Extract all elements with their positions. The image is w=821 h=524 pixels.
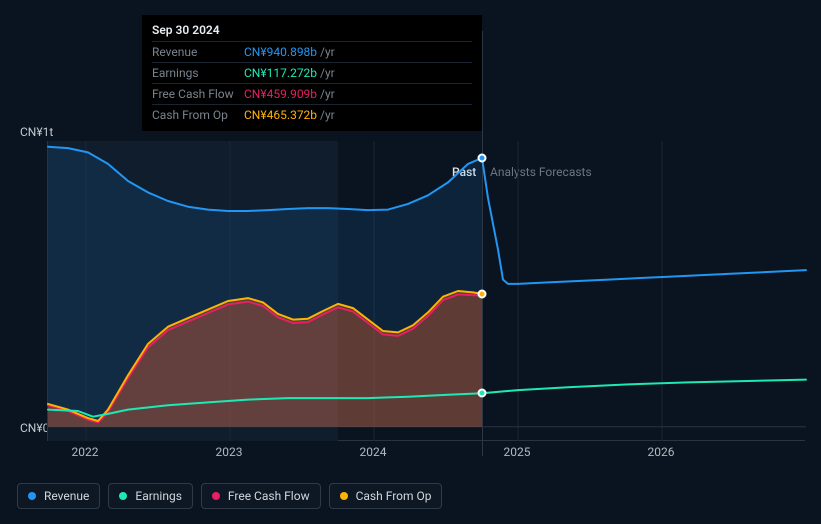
y-axis-top-label: CN¥1t [20, 125, 53, 139]
legend-item-free-cash-flow[interactable]: Free Cash Flow [201, 483, 321, 509]
tooltip-row-label: Earnings [152, 66, 244, 80]
tooltip-row: RevenueCN¥940.898b/yr [152, 41, 472, 62]
legend-item-cash-from-op[interactable]: Cash From Op [329, 483, 443, 509]
legend-dot-icon [340, 492, 348, 500]
chart-svg [48, 141, 806, 441]
tooltip-row-unit: /yr [320, 108, 335, 122]
chart-tooltip: Sep 30 2024 RevenueCN¥940.898b/yrEarning… [142, 15, 482, 131]
x-axis-tick: 2024 [360, 445, 387, 459]
series-marker [478, 289, 487, 298]
tooltip-row-unit: /yr [320, 66, 335, 80]
tooltip-row-value: CN¥117.272b [244, 66, 317, 80]
legend-label: Earnings [135, 489, 182, 503]
x-axis-tick: 2022 [72, 445, 99, 459]
legend-item-earnings[interactable]: Earnings [108, 483, 193, 509]
series-marker [478, 153, 487, 162]
x-axis-tick: 2026 [648, 445, 675, 459]
series-marker [478, 389, 487, 398]
plot-area[interactable]: Past Analysts Forecasts [47, 141, 805, 441]
chart-legend: Revenue Earnings Free Cash Flow Cash From O… [17, 483, 442, 509]
legend-label: Cash From Op [356, 489, 432, 503]
tooltip-row-value: CN¥465.372b [244, 108, 317, 122]
legend-label: Revenue [44, 489, 89, 503]
revenue-earnings-chart: CN¥1t CN¥0 Past Analysts Forecasts 20222… [17, 125, 805, 455]
x-axis-tick: 2023 [216, 445, 243, 459]
tooltip-row-unit: /yr [320, 87, 335, 101]
legend-dot-icon [28, 492, 36, 500]
tooltip-date: Sep 30 2024 [152, 23, 472, 37]
x-axis-tick: 2025 [504, 445, 531, 459]
legend-label: Free Cash Flow [228, 489, 310, 503]
y-axis-zero-label: CN¥0 [20, 421, 49, 435]
tooltip-row: Free Cash FlowCN¥459.909b/yr [152, 83, 472, 104]
tooltip-row: Cash From OpCN¥465.372b/yr [152, 104, 472, 125]
tooltip-row-value: CN¥940.898b [244, 45, 317, 59]
tooltip-row-label: Cash From Op [152, 108, 244, 122]
tooltip-row-label: Free Cash Flow [152, 87, 244, 101]
tooltip-row-unit: /yr [320, 45, 335, 59]
legend-item-revenue[interactable]: Revenue [17, 483, 100, 509]
tooltip-row: EarningsCN¥117.272b/yr [152, 62, 472, 83]
legend-dot-icon [119, 492, 127, 500]
tooltip-row-value: CN¥459.909b [244, 87, 317, 101]
legend-dot-icon [212, 492, 220, 500]
tooltip-row-label: Revenue [152, 45, 244, 59]
